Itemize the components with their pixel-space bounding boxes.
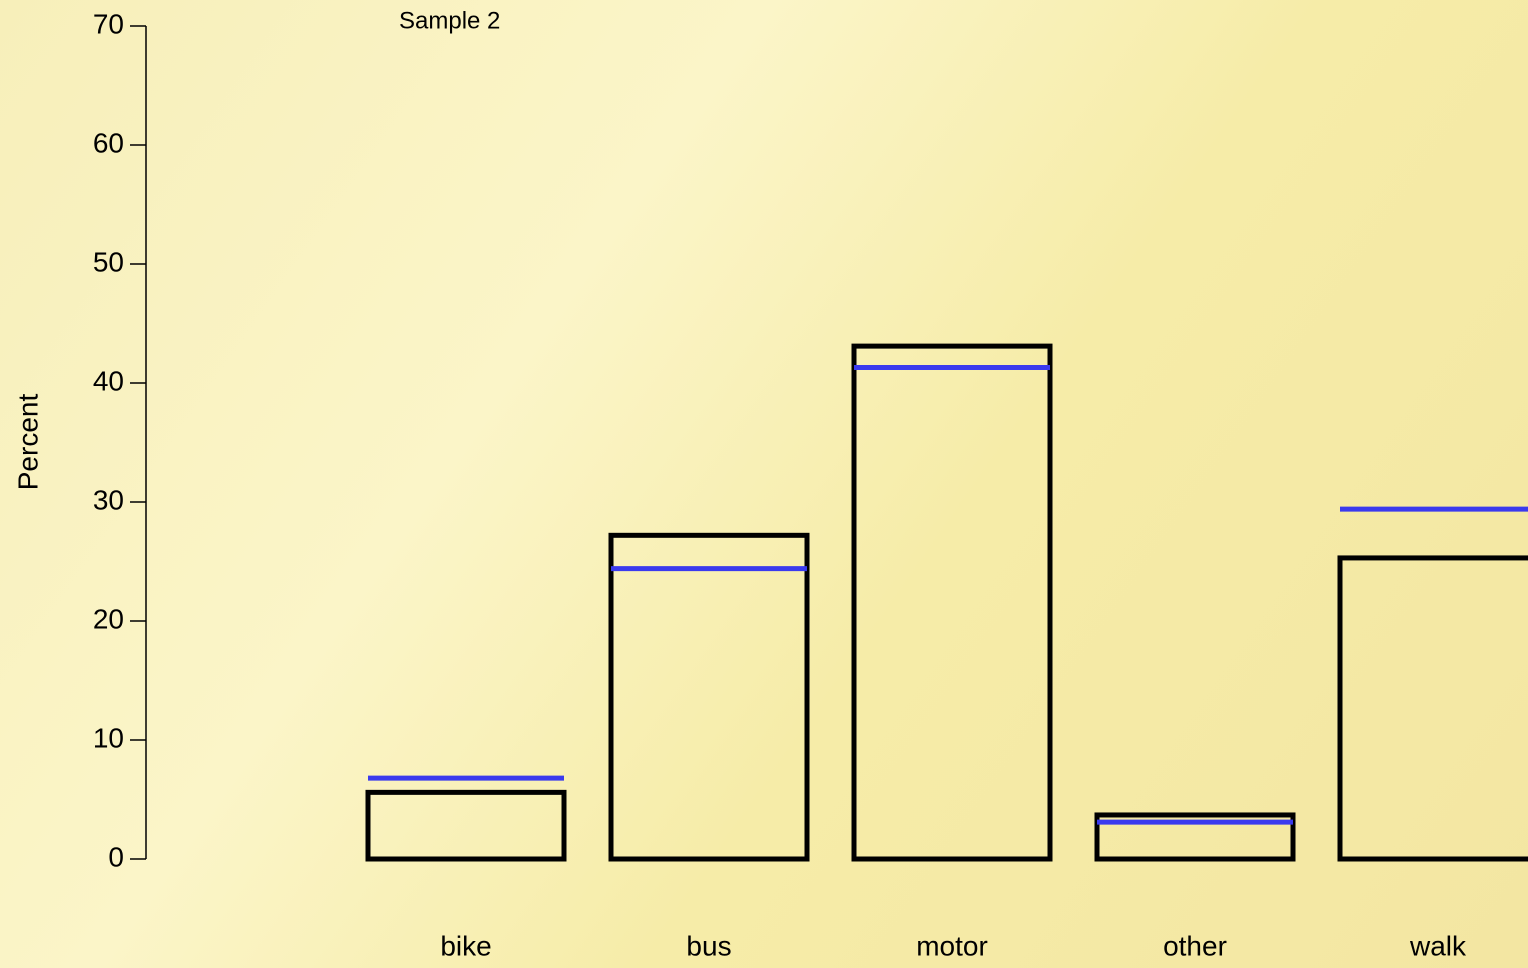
y-tick-label: 50 <box>93 246 124 277</box>
x-tick-label: motor <box>916 930 988 961</box>
y-axis-label: Percent <box>12 394 43 491</box>
y-tick-label: 0 <box>108 841 124 872</box>
bar <box>851 343 1053 862</box>
bar <box>608 532 810 862</box>
y-tick-label: 70 <box>93 8 124 39</box>
y-tick-label: 60 <box>93 127 124 158</box>
x-tick-label: other <box>1163 930 1227 961</box>
y-tick-label: 10 <box>93 722 124 753</box>
bar <box>1337 555 1528 862</box>
y-tick-label: 30 <box>93 484 124 515</box>
bar <box>365 789 567 862</box>
bar <box>1094 812 1296 862</box>
x-tick-label: bus <box>686 930 731 961</box>
annotation: Sample 2 <box>399 7 500 34</box>
x-tick-label: bike <box>440 930 491 961</box>
y-tick-label: 40 <box>93 365 124 396</box>
x-tick-label: walk <box>1409 930 1467 961</box>
y-tick-label: 20 <box>93 603 124 634</box>
